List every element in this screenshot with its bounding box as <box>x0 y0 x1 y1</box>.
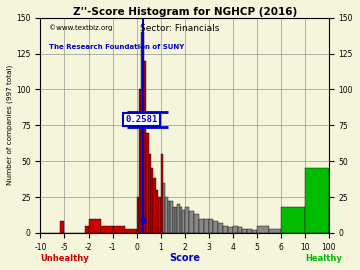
Bar <box>113 226 125 233</box>
Bar <box>139 89 141 233</box>
Bar <box>156 190 158 233</box>
Bar <box>182 210 185 233</box>
Text: Unhealthy: Unhealthy <box>40 254 89 264</box>
Bar <box>269 229 281 233</box>
Text: Sector: Financials: Sector: Financials <box>140 24 220 33</box>
Bar <box>228 227 233 233</box>
Bar <box>223 226 228 233</box>
Bar <box>136 197 139 233</box>
Bar <box>175 207 177 233</box>
Bar <box>153 178 156 233</box>
Bar <box>170 201 173 233</box>
Bar <box>146 133 149 233</box>
Bar <box>281 207 305 233</box>
Bar <box>125 229 136 233</box>
Bar <box>180 207 182 233</box>
Bar <box>218 223 223 233</box>
Bar <box>158 197 161 233</box>
Bar <box>165 197 168 233</box>
Bar <box>144 61 146 233</box>
Bar <box>204 219 209 233</box>
X-axis label: Score: Score <box>169 253 200 263</box>
Bar <box>185 207 189 233</box>
Bar <box>163 183 165 233</box>
Bar <box>161 154 163 233</box>
Bar <box>252 230 257 233</box>
Text: Healthy: Healthy <box>305 254 342 264</box>
Bar <box>242 229 247 233</box>
Bar <box>189 211 194 233</box>
Bar <box>173 207 175 233</box>
Bar <box>151 168 153 233</box>
Bar <box>213 221 218 233</box>
Bar <box>305 168 329 233</box>
Y-axis label: Number of companies (997 total): Number of companies (997 total) <box>7 65 13 185</box>
Bar <box>247 229 252 233</box>
Bar <box>209 219 213 233</box>
Text: 0.2581: 0.2581 <box>125 115 157 124</box>
Bar <box>100 226 113 233</box>
Bar <box>168 201 170 233</box>
Bar <box>149 154 151 233</box>
Bar <box>177 204 180 233</box>
Title: Z''-Score Histogram for NGHCP (2016): Z''-Score Histogram for NGHCP (2016) <box>72 7 297 17</box>
Text: The Research Foundation of SUNY: The Research Foundation of SUNY <box>49 43 184 50</box>
Bar <box>60 221 64 233</box>
Bar <box>238 227 242 233</box>
Bar <box>233 226 238 233</box>
Bar <box>85 226 89 233</box>
Bar <box>194 214 199 233</box>
Bar <box>257 226 269 233</box>
Bar <box>89 219 100 233</box>
Bar <box>199 219 204 233</box>
Bar <box>141 32 144 233</box>
Text: ©www.textbiz.org: ©www.textbiz.org <box>49 24 112 31</box>
